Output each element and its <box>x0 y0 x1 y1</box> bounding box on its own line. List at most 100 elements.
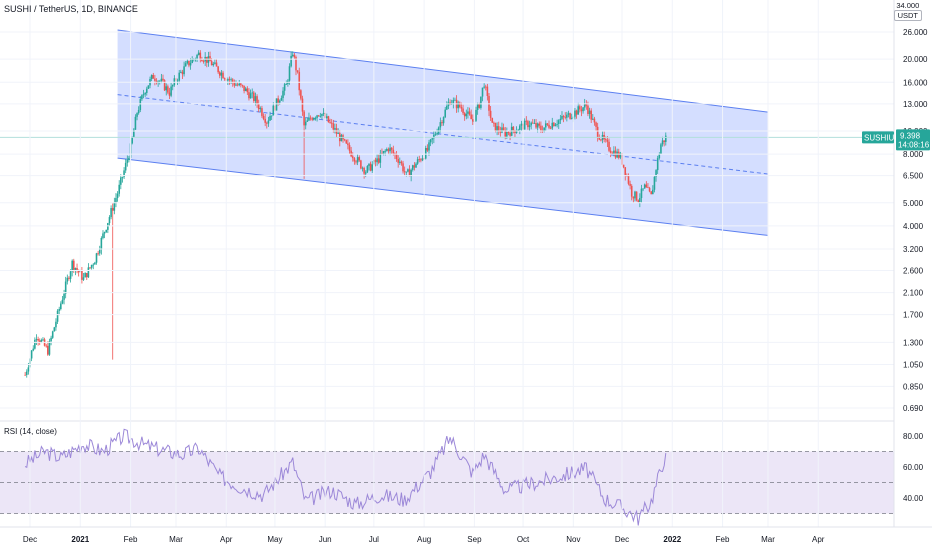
candle <box>25 369 28 378</box>
candle-body <box>627 175 630 184</box>
candle-body <box>523 120 526 130</box>
candle <box>35 334 38 346</box>
candle <box>215 58 218 67</box>
candle-body <box>355 161 357 163</box>
candle <box>71 259 73 277</box>
candle-body <box>408 169 411 177</box>
candle-body <box>426 147 429 151</box>
candle <box>199 50 202 63</box>
candle-body <box>249 93 252 99</box>
candle-body <box>283 84 286 91</box>
candle-body <box>137 110 140 114</box>
candle-body <box>386 149 388 151</box>
candle <box>171 84 174 91</box>
currency-label[interactable]: 34.000 USDT <box>893 1 922 21</box>
candle-body <box>202 61 205 62</box>
candle-body <box>56 310 59 322</box>
countdown-value: 14:08:16 <box>898 140 930 149</box>
candle <box>653 176 656 193</box>
candle <box>167 84 169 95</box>
candle <box>452 97 455 109</box>
candle-body <box>40 339 43 343</box>
candle-body <box>259 108 262 110</box>
candle <box>595 121 597 131</box>
candle <box>519 124 521 135</box>
candle-body <box>361 167 364 169</box>
candle <box>322 108 325 117</box>
candle-body <box>285 84 288 85</box>
candle-body <box>246 88 249 93</box>
time-tick-label: 2022 <box>663 535 681 544</box>
candle-body <box>94 262 96 265</box>
candle <box>400 160 403 166</box>
candle-body <box>405 171 408 173</box>
candle-body <box>178 72 181 81</box>
candle <box>377 154 380 165</box>
candle <box>442 116 445 126</box>
candle-body <box>480 96 482 108</box>
candle <box>144 92 146 97</box>
candle-body <box>327 116 330 123</box>
time-tick-label: Feb <box>124 535 138 544</box>
candle-body <box>25 371 28 375</box>
candle <box>89 267 91 270</box>
candle-body <box>115 198 117 203</box>
candle-body <box>222 72 224 79</box>
candle-body <box>68 277 70 279</box>
candle-body <box>579 106 581 110</box>
candle <box>577 102 580 115</box>
price-axis[interactable]: 26.00020.00016.00013.00010.0008.0006.500… <box>0 0 930 527</box>
candle <box>53 326 56 332</box>
candle-body <box>235 84 237 86</box>
price-tick-label: 2.600 <box>903 267 924 276</box>
candle <box>608 138 610 153</box>
candle-body <box>217 66 219 73</box>
candle <box>38 338 41 346</box>
candle <box>84 272 86 278</box>
candle <box>178 69 181 84</box>
price-tick-label: 5.000 <box>903 199 924 208</box>
candle <box>549 125 552 130</box>
candle-body <box>147 85 150 89</box>
candle-body <box>411 165 414 170</box>
candle <box>107 222 109 234</box>
candle-body <box>317 115 320 117</box>
candle <box>515 126 518 134</box>
price-tick-label: 0.690 <box>903 404 924 413</box>
rsi-pane[interactable] <box>0 420 894 526</box>
candle <box>220 70 223 81</box>
candle-body <box>32 348 35 351</box>
candle <box>259 106 262 113</box>
candle-body <box>493 122 495 124</box>
candle-body <box>102 233 104 239</box>
candle-body <box>397 159 399 163</box>
candle-body <box>275 98 278 111</box>
candle <box>228 76 231 85</box>
candle-body <box>233 82 236 86</box>
candle <box>197 50 200 56</box>
candle <box>382 150 385 156</box>
candle-body <box>433 134 435 139</box>
candle-body <box>50 337 52 342</box>
candle-body <box>223 78 226 80</box>
candle <box>661 136 664 147</box>
candle-body <box>478 103 481 108</box>
candle <box>596 122 599 142</box>
candle-body <box>293 54 296 58</box>
candle-body <box>609 150 612 153</box>
candle <box>60 301 62 311</box>
time-tick-label: Jun <box>319 535 332 544</box>
candle-body <box>108 217 111 224</box>
candle-body <box>158 81 161 82</box>
candle-body <box>296 70 299 72</box>
candle <box>126 155 129 167</box>
candle-body <box>51 331 54 338</box>
candle <box>103 231 106 239</box>
candle <box>658 152 661 160</box>
candle <box>248 88 250 101</box>
candle-body <box>290 55 292 67</box>
candle-body <box>499 130 502 133</box>
candle-body <box>566 114 568 118</box>
